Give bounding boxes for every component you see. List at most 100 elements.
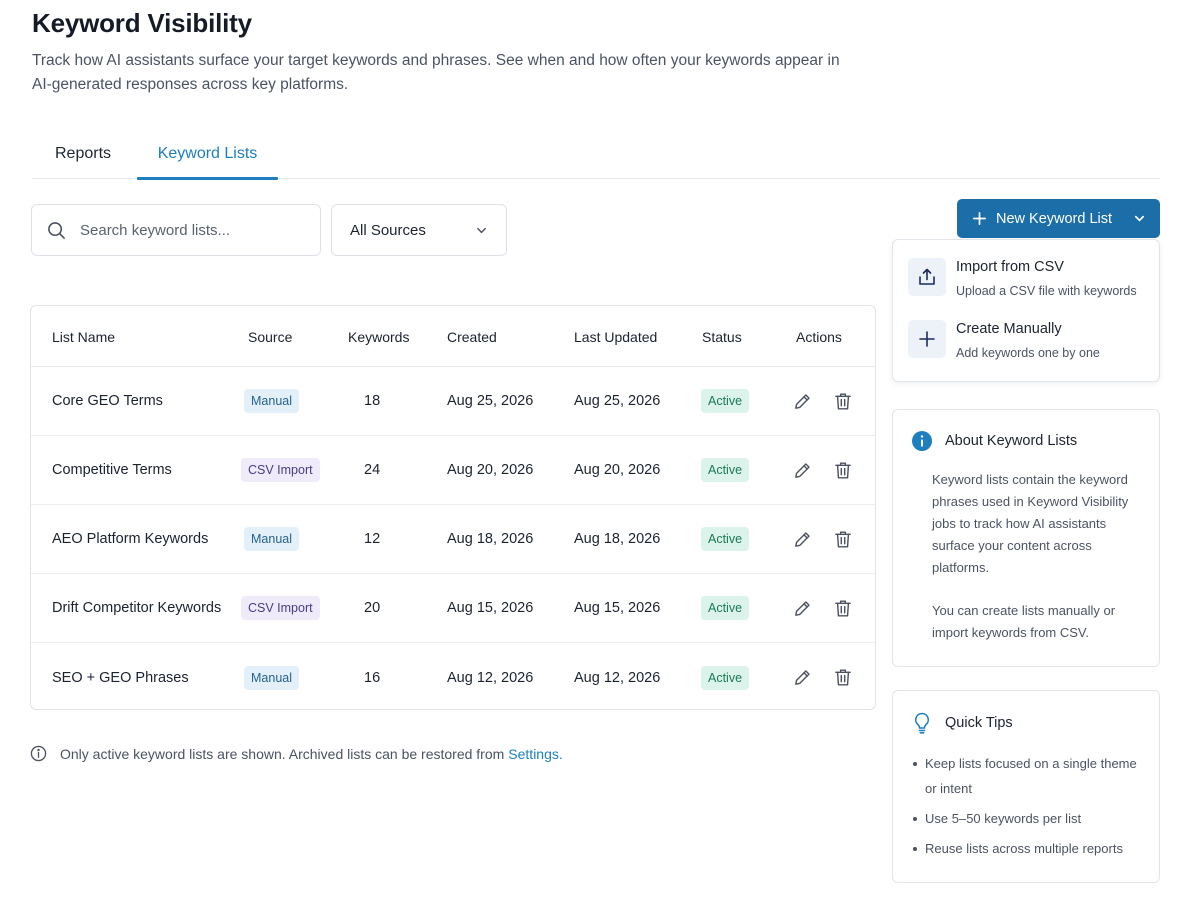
column-header-keywords: Keywords: [348, 328, 410, 345]
new-keyword-list-label: New Keyword List: [996, 210, 1113, 227]
table-row: Drift Competitor Keywords CSV Import 20 Aug…: [31, 574, 875, 643]
keyword-count-cell: 16: [364, 669, 381, 686]
search-box[interactable]: [31, 204, 321, 256]
list-name-cell[interactable]: Competitive Terms: [52, 462, 172, 478]
page-title: Keyword Visibility: [32, 8, 252, 38]
source-filter-value: All Sources: [350, 221, 426, 239]
source-cell: CSV Import: [241, 574, 320, 642]
column-header-list-name: List Name: [52, 328, 116, 345]
trash-icon[interactable]: [834, 643, 852, 709]
status-badge: Active: [701, 596, 750, 620]
status-badge: Active: [701, 389, 750, 413]
edit-icon[interactable]: [793, 367, 812, 435]
source-filter-select[interactable]: All Sources: [331, 204, 507, 256]
column-header-created: Created: [447, 328, 497, 345]
tip-item: Keep lists focused on a single theme or …: [911, 751, 1151, 801]
keyword-count-cell: 20: [364, 600, 381, 616]
tips-panel-title: Quick Tips: [945, 715, 1013, 731]
keyword-count-cell: 18: [364, 393, 381, 409]
edit-icon[interactable]: [793, 574, 812, 642]
table-row: AEO Platform Keywords Manual 12 Aug 18, 202…: [31, 505, 875, 574]
menu-item-import-csv[interactable]: Import from CSV Upload a CSV file with k…: [908, 258, 1153, 308]
about-panel-title: About Keyword Lists: [945, 433, 1078, 449]
source-badge: CSV Import: [241, 596, 320, 620]
trash-icon[interactable]: [834, 367, 852, 435]
list-name-cell[interactable]: Core GEO Terms: [52, 393, 163, 409]
menu-item-title: Import from CSV: [956, 259, 1064, 275]
settings-link[interactable]: Settings.: [508, 745, 563, 762]
tip-item: Use 5–50 keywords per list: [911, 806, 1151, 831]
edit-icon[interactable]: [793, 505, 812, 573]
last-updated-cell: Aug 15, 2026: [574, 600, 661, 616]
search-input[interactable]: [80, 221, 300, 239]
quick-tips-panel: Quick Tips Keep lists focused on a singl…: [892, 690, 1160, 883]
menu-item-subtitle: Add keywords one by one: [956, 346, 1100, 360]
info-icon: [912, 431, 932, 451]
status-cell: Active: [701, 505, 750, 573]
source-cell: Manual: [244, 643, 299, 709]
plus-icon: [908, 320, 946, 358]
edit-icon[interactable]: [793, 643, 812, 709]
edit-icon[interactable]: [793, 436, 812, 504]
new-keyword-list-button[interactable]: New Keyword List: [957, 199, 1160, 238]
trash-icon[interactable]: [834, 505, 852, 573]
chevron-down-icon: [477, 227, 486, 233]
tab-bar: Reports Keyword Lists: [32, 128, 1160, 180]
source-badge: Manual: [244, 389, 299, 413]
column-header-status: Status: [702, 328, 742, 345]
tab-keyword-lists[interactable]: Keyword Lists: [137, 128, 278, 180]
last-updated-cell: Aug 18, 2026: [574, 531, 661, 547]
source-badge: CSV Import: [241, 458, 320, 482]
tips-panel-header: Quick Tips: [913, 712, 1013, 734]
last-updated-cell: Aug 20, 2026: [574, 462, 661, 478]
archived-lists-note: Only active keyword lists are shown. Arc…: [30, 745, 563, 762]
new-list-dropdown-menu: Import from CSV Upload a CSV file with k…: [892, 239, 1160, 382]
created-date-cell: Aug 18, 2026: [447, 531, 534, 547]
source-badge: Manual: [244, 527, 299, 551]
table-row: SEO + GEO Phrases Manual 16 Aug 12, 2026 Aug…: [31, 643, 875, 709]
menu-item-create-manually[interactable]: Create Manually Add keywords one by one: [908, 320, 1153, 370]
keyword-count-cell: 12: [364, 531, 381, 547]
status-badge: Active: [701, 458, 750, 482]
list-name-cell[interactable]: Drift Competitor Keywords: [52, 600, 222, 616]
status-cell: Active: [701, 643, 750, 709]
tab-reports[interactable]: Reports: [54, 144, 112, 162]
status-badge: Active: [701, 665, 750, 690]
source-cell: Manual: [244, 505, 299, 573]
upload-icon: [908, 258, 946, 296]
source-cell: CSV Import: [241, 436, 320, 504]
about-paragraph-1: Keyword lists contain the keyword phrase…: [932, 472, 1129, 575]
created-date-cell: Aug 12, 2026: [447, 669, 534, 686]
table-row: Competitive Terms CSV Import 24 Aug 20, 202…: [31, 436, 875, 505]
keyword-count-cell: 24: [364, 462, 381, 478]
search-icon: [48, 221, 65, 239]
note-text: Only active keyword lists are shown. Arc…: [60, 745, 505, 762]
status-cell: Active: [701, 574, 750, 642]
created-date-cell: Aug 20, 2026: [447, 462, 534, 478]
last-updated-cell: Aug 25, 2026: [574, 393, 661, 409]
column-header-actions: Actions: [796, 328, 842, 345]
list-name-cell[interactable]: SEO + GEO Phrases: [52, 669, 189, 686]
source-cell: Manual: [244, 367, 299, 435]
about-panel-header: About Keyword Lists: [911, 430, 1077, 452]
last-updated-cell: Aug 12, 2026: [574, 669, 661, 686]
status-cell: Active: [701, 367, 750, 435]
trash-icon[interactable]: [834, 574, 852, 642]
menu-item-title: Create Manually: [956, 321, 1062, 337]
status-cell: Active: [701, 436, 750, 504]
plus-icon: [973, 212, 986, 225]
trash-icon[interactable]: [834, 436, 852, 504]
table-header: List Name Source Keywords Created Last U…: [31, 306, 875, 367]
chevron-down-icon: [1134, 215, 1145, 222]
created-date-cell: Aug 25, 2026: [447, 393, 534, 409]
source-badge: Manual: [244, 665, 299, 690]
list-name-cell[interactable]: AEO Platform Keywords: [52, 531, 209, 547]
about-paragraph-2: You can create lists manually or import …: [932, 603, 1116, 640]
about-keyword-lists-panel: About Keyword Lists Keyword lists contai…: [892, 409, 1160, 667]
column-header-source: Source: [248, 328, 293, 345]
tips-list: Keep lists focused on a single theme or …: [911, 751, 1151, 866]
lightbulb-icon: [914, 712, 930, 734]
tip-item: Reuse lists across multiple reports: [911, 836, 1151, 861]
menu-item-subtitle: Upload a CSV file with keywords: [956, 284, 1137, 298]
keyword-lists-table: List Name Source Keywords Created Last U…: [30, 305, 876, 710]
